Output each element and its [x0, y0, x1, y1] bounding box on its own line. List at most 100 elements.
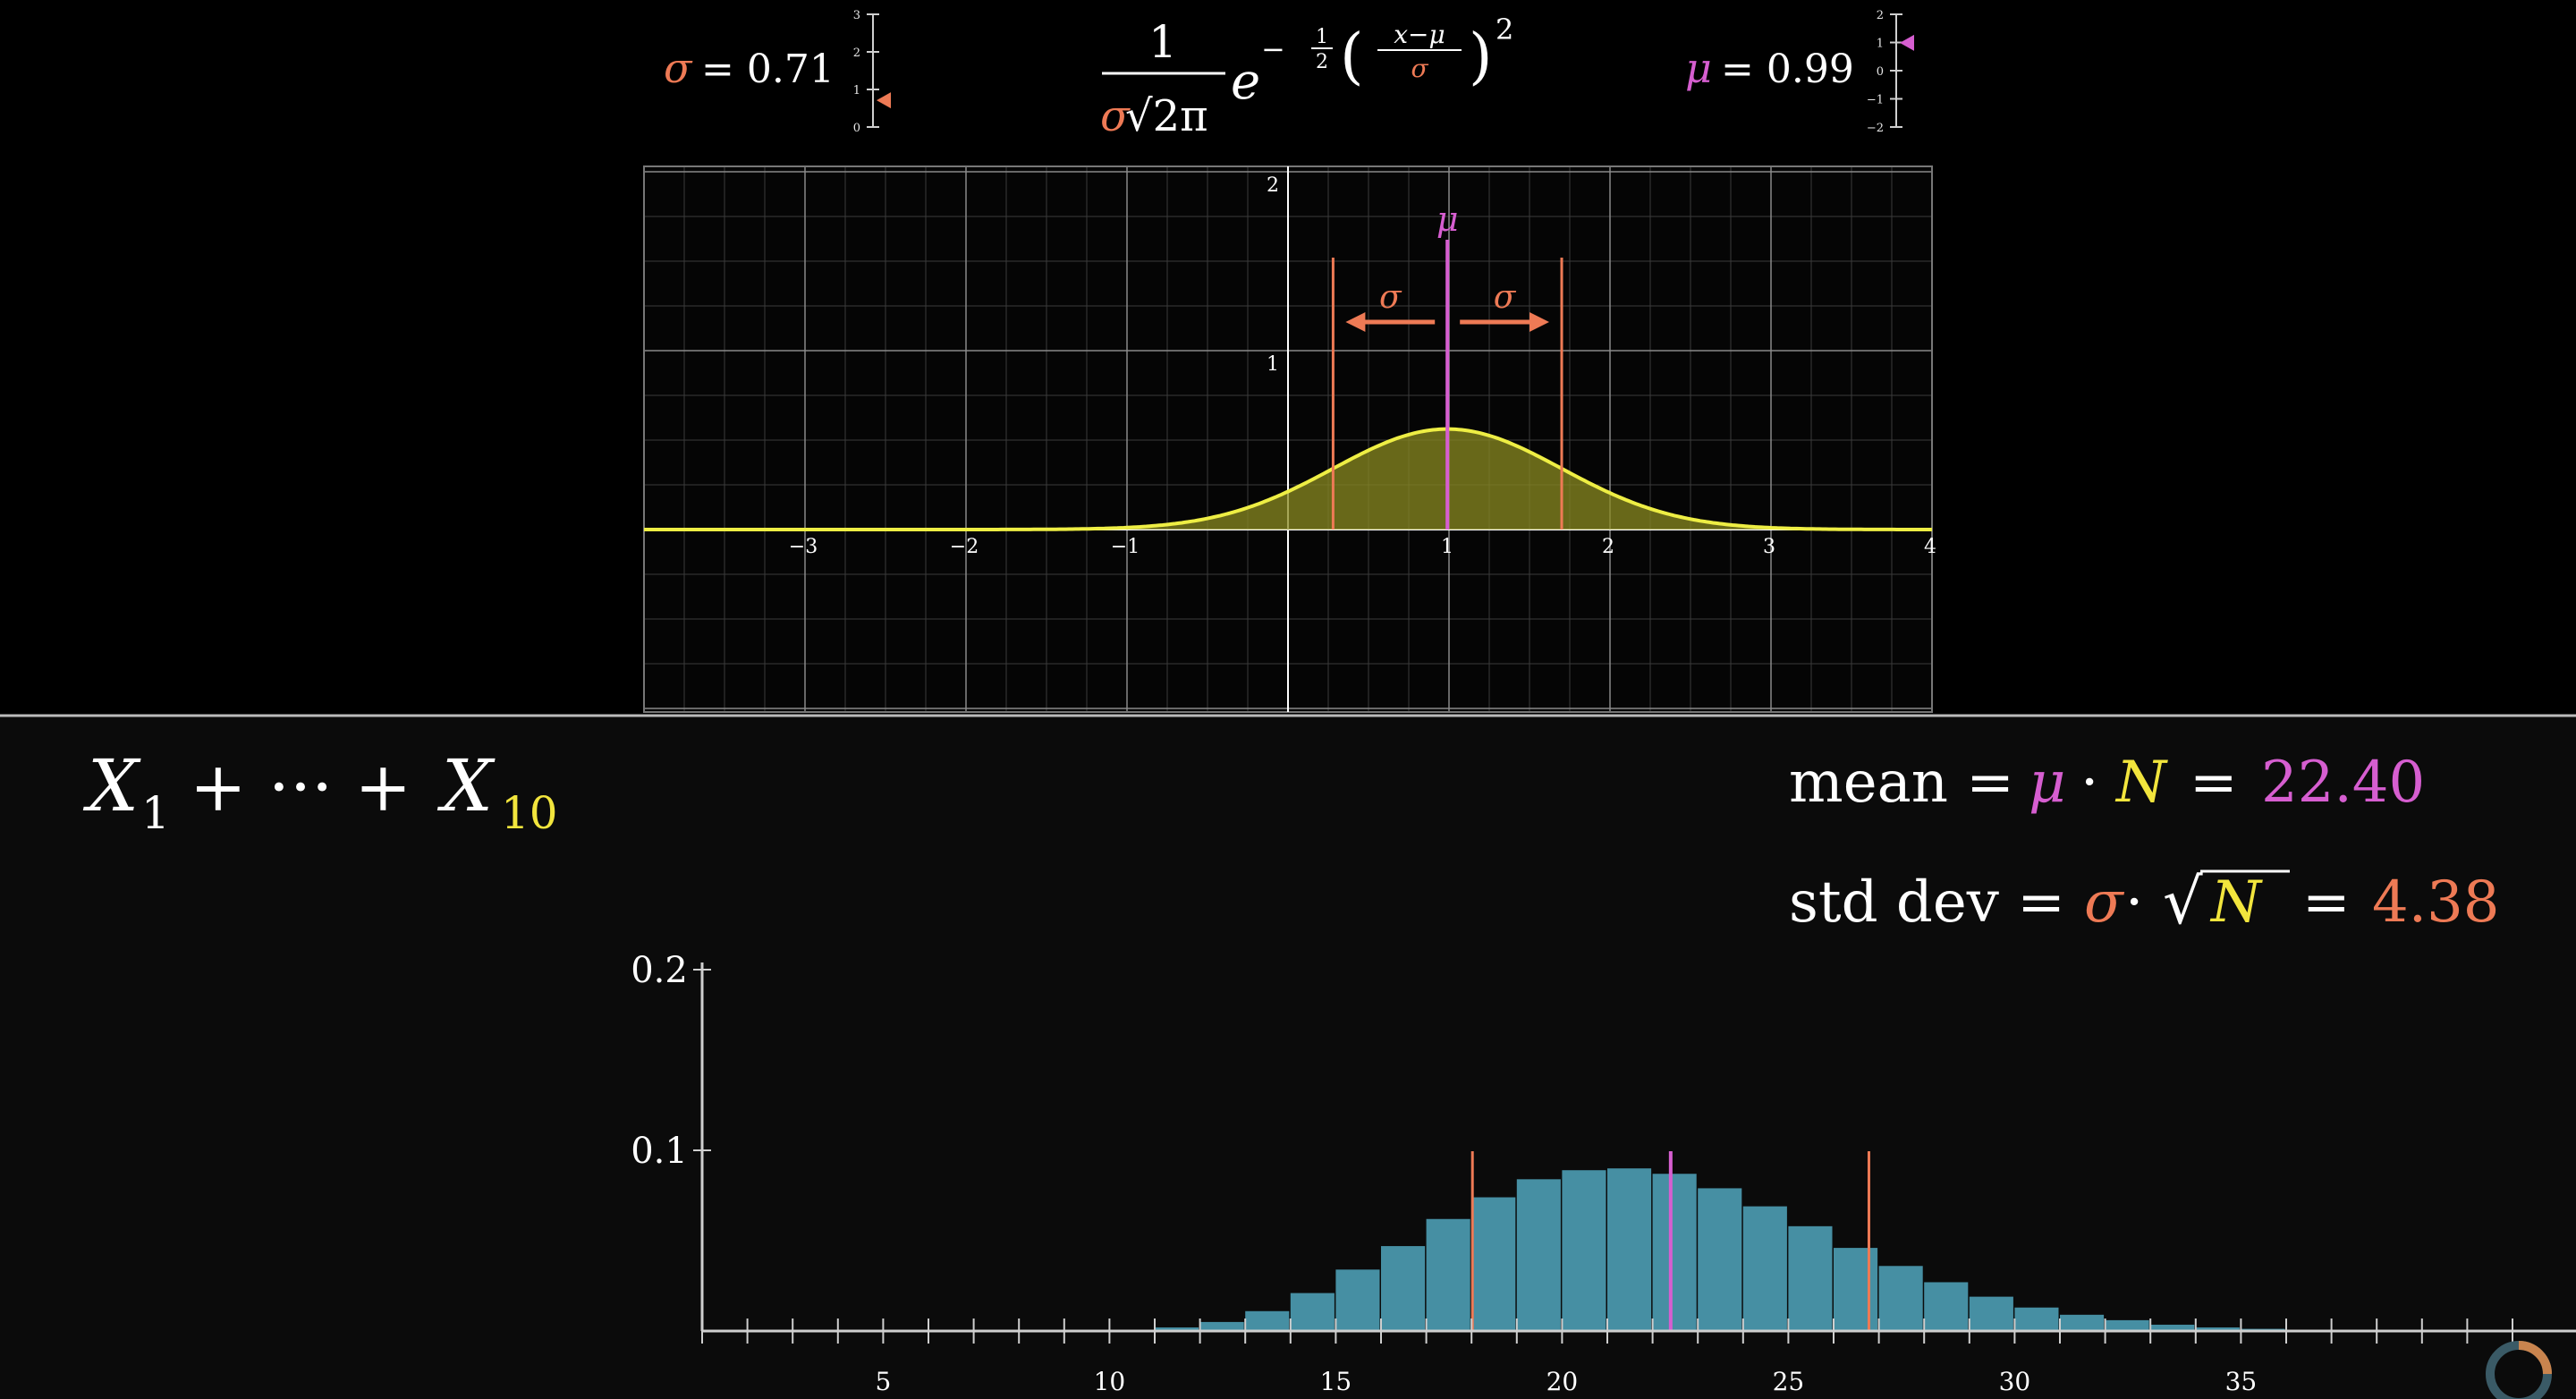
curve-line	[644, 427, 1932, 531]
sigma-slider[interactable]: 3 2 1 0	[853, 9, 891, 135]
y-tick-label: 1	[1267, 353, 1279, 376]
formula-exp-minus: −	[1261, 32, 1285, 66]
sum-dots: + ··· +	[190, 747, 411, 827]
mean-equation: mean = μ · N = 22.40	[1789, 750, 2425, 816]
histogram-bar	[1155, 1327, 1199, 1331]
sum-x1-subscript: 1	[141, 787, 170, 839]
histogram-bar	[1924, 1282, 1969, 1331]
formula-numerator: 1	[1148, 16, 1177, 68]
formula-den-root: √2π	[1125, 91, 1208, 141]
sum-x10: X	[436, 744, 496, 827]
sigma-slider-pointer-icon	[877, 92, 891, 109]
histogram-bar	[1335, 1269, 1380, 1331]
mu-readout: μ = 0.99	[1685, 44, 1854, 92]
std-word: std dev =	[1789, 869, 2065, 936]
mu-slider-tick-label: 1	[1877, 38, 1884, 51]
mu-slider-tick-label: 0	[1877, 65, 1884, 79]
formula-half-den: 2	[1316, 51, 1328, 73]
x-tick-label: −2	[950, 536, 979, 558]
y-tick-label: 2	[1267, 174, 1279, 197]
formula-den-sigma: σ	[1100, 91, 1131, 141]
formula-power: 2	[1496, 13, 1513, 47]
mean-dot: ·	[2080, 750, 2098, 816]
arrow-left-icon	[1345, 312, 1366, 332]
histogram-bar	[1562, 1170, 1606, 1331]
formula-e: e	[1231, 53, 1260, 111]
histogram-bar	[2105, 1319, 2149, 1331]
sigma-slider-tick-label: 3	[853, 9, 860, 22]
formula-inner-num: x−μ	[1394, 20, 1445, 49]
x-tick-label: 3	[1763, 536, 1775, 558]
sigma-slider-tick-label: 2	[853, 47, 860, 60]
mean-equals: =	[2190, 750, 2238, 816]
histogram-bar	[1516, 1179, 1561, 1331]
sigma-label-right: σ	[1494, 279, 1517, 316]
sum-x1: X	[82, 744, 141, 827]
histogram-bar	[2195, 1327, 2240, 1331]
formula-paren-right: )	[1469, 21, 1493, 92]
histogram-bar	[1698, 1188, 1742, 1331]
hist-x-tick-label: 30	[1999, 1367, 2031, 1396]
formula-inner-den: σ	[1411, 54, 1428, 83]
hist-x-tick-label: 10	[1094, 1367, 1126, 1396]
hist-y-tick-label: 0.1	[631, 1131, 688, 1172]
mu-label: μ	[1436, 199, 1459, 239]
std-equation: std dev = σ · √ N = 4.38	[1789, 865, 2500, 938]
loading-spinner-icon	[2486, 1341, 2552, 1399]
curve-area	[644, 428, 1932, 530]
x-tick-label: 2	[1602, 536, 1614, 558]
x-tick-label: −1	[1111, 536, 1140, 558]
gaussian-formula: 1 σ √2π e − 1 2 ( x−μ σ ) 2	[1100, 13, 1513, 141]
std-n: N	[2209, 869, 2263, 936]
histogram-bar	[1199, 1321, 1244, 1331]
mu-slider[interactable]: 2 1 0 −1 −2	[1867, 9, 1914, 135]
arrow-right-icon	[1530, 312, 1549, 332]
histogram-bar	[2060, 1314, 2105, 1331]
histogram-bar	[1471, 1197, 1516, 1331]
hist-x-tick-label: 25	[1773, 1367, 1805, 1396]
std-dot: ·	[2125, 869, 2143, 936]
x-tick-label: −3	[789, 536, 818, 558]
histogram-bar	[2014, 1307, 2059, 1331]
histogram-bar	[1652, 1174, 1697, 1331]
std-equals: =	[2302, 869, 2351, 936]
formula-half-num: 1	[1316, 26, 1328, 48]
sum-label: X 1 + ··· + X 10	[82, 744, 558, 839]
std-sigma: σ	[2084, 869, 2125, 936]
sigma-symbol: σ	[664, 44, 693, 92]
histogram-bar	[1969, 1296, 2013, 1331]
mu-value: = 0.99	[1721, 47, 1854, 92]
histogram-bar	[1245, 1310, 1290, 1331]
hist-x-tick-label: 5	[875, 1367, 891, 1396]
hist-x-tick-label: 20	[1546, 1367, 1579, 1396]
mean-value: 22.40	[2261, 750, 2425, 816]
histogram: 5 10 15 20 25 30 35 0.1 0.2	[631, 950, 2576, 1396]
std-sqrt: √	[2163, 865, 2203, 938]
x-tick-label: 1	[1441, 536, 1453, 558]
mu-slider-pointer-icon	[1900, 34, 1914, 51]
formula-paren-left: (	[1340, 21, 1364, 92]
histogram-bar	[1381, 1246, 1426, 1331]
hist-x-tick-label: 35	[2225, 1367, 2258, 1396]
histogram-bar	[2150, 1324, 2195, 1331]
histogram-bar	[1290, 1293, 1335, 1331]
hist-x-tick-label: 15	[1320, 1367, 1352, 1396]
gaussian-plot: −3 −2 −1 1 2 3 4 1 2 μ σ σ	[643, 165, 1936, 713]
hist-y-tick-label: 0.2	[631, 950, 688, 991]
histogram-bar	[1834, 1248, 1878, 1331]
sigma-slider-tick-label: 1	[853, 84, 860, 98]
sum-x10-subscript: 10	[501, 787, 558, 839]
mu-slider-tick-label: −1	[1867, 94, 1884, 107]
histogram-bar	[1426, 1218, 1470, 1331]
std-value: 4.38	[2372, 869, 2500, 936]
sigma-readout: σ = 0.71	[664, 44, 835, 92]
sigma-value: = 0.71	[701, 47, 835, 92]
mean-word: mean =	[1789, 750, 2014, 816]
sigma-label-left: σ	[1379, 279, 1402, 316]
bottom-background	[0, 716, 2576, 1399]
histogram-bar	[1742, 1206, 1787, 1331]
histogram-bar	[1788, 1225, 1833, 1331]
sigma-slider-tick-label: 0	[853, 122, 860, 135]
histogram-bar	[1878, 1266, 1923, 1331]
